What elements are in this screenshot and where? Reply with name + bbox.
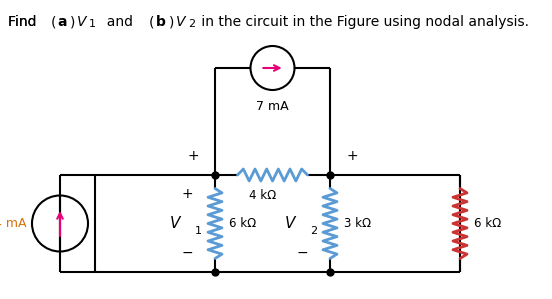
Text: V: V (169, 216, 180, 231)
Text: 1: 1 (195, 227, 202, 237)
Text: V: V (77, 15, 86, 29)
Text: V: V (285, 216, 295, 231)
Text: 1: 1 (89, 19, 96, 29)
Text: b: b (156, 15, 166, 29)
Text: (: ( (149, 15, 155, 29)
Text: 6 kΩ: 6 kΩ (474, 217, 501, 230)
Text: in the circuit in the Figure using nodal analysis.: in the circuit in the Figure using nodal… (197, 15, 529, 29)
Text: (: ( (50, 15, 56, 29)
Text: +: + (346, 149, 358, 163)
Text: 3 kΩ: 3 kΩ (344, 217, 371, 230)
Text: a: a (57, 15, 67, 29)
Text: −: − (181, 246, 193, 260)
Text: Find: Find (8, 15, 41, 29)
Text: ): ) (169, 15, 174, 29)
Text: +: + (187, 149, 199, 163)
Text: V: V (176, 15, 185, 29)
Text: 2: 2 (310, 227, 317, 237)
Text: and: and (98, 15, 137, 29)
Text: 6 kΩ: 6 kΩ (229, 217, 256, 230)
Text: Find: Find (8, 15, 41, 29)
Text: 4 kΩ: 4 kΩ (249, 189, 276, 202)
Text: 7 mA: 7 mA (256, 100, 289, 113)
Text: 2: 2 (188, 19, 195, 29)
Text: +: + (181, 187, 193, 201)
Text: ): ) (70, 15, 75, 29)
Text: −: − (296, 246, 308, 260)
Text: 4 mA: 4 mA (0, 217, 27, 230)
